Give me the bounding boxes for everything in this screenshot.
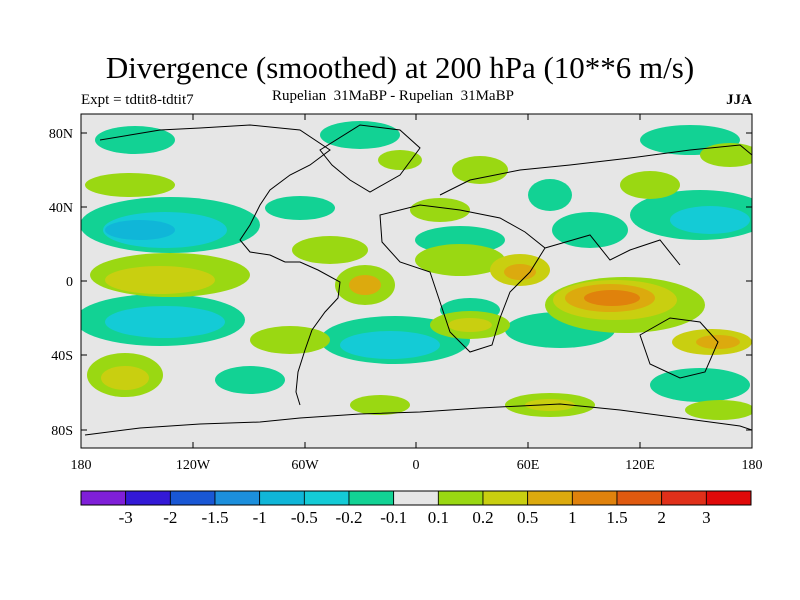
pos-area (101, 366, 149, 390)
pos-area (504, 264, 536, 280)
pos-area (448, 318, 492, 332)
lat-label-equator: 0 (66, 275, 73, 290)
pos-area (452, 156, 508, 184)
pos-area (415, 244, 505, 276)
neg-area (265, 196, 335, 220)
antarctica-outline (84, 403, 752, 436)
colorbar-box (125, 490, 171, 506)
colorbar-box (661, 490, 707, 506)
pos-area (410, 198, 470, 222)
pos-area (105, 266, 215, 294)
plot-title: Divergence (smoothed) at 200 hPa (10**6 … (105, 50, 695, 85)
lon-label-0: 0 (413, 458, 420, 473)
pos-area (378, 150, 422, 170)
north-america-outline (99, 124, 331, 263)
lat-label-80s: 80S (51, 424, 73, 439)
colorbar-label: -0.1 (380, 508, 407, 527)
negative-divergence-areas (81, 121, 752, 402)
colorbar-box (393, 490, 439, 506)
colorbar (80, 490, 752, 506)
neg-area (105, 220, 175, 240)
greenland-outline (319, 124, 421, 193)
neg-area (95, 126, 175, 154)
colorbar-label: -3 (119, 508, 133, 527)
neg-area (650, 368, 750, 402)
lon-label-120w: 120W (176, 458, 211, 473)
south-asia-outline (544, 234, 681, 266)
pos-area (700, 143, 752, 167)
colorbar-box (527, 490, 573, 506)
pos-area (292, 236, 368, 264)
colorbar-label: 3 (702, 508, 711, 527)
pos-area (85, 173, 175, 197)
neg-area (215, 366, 285, 394)
pos-area (250, 326, 330, 354)
colorbar-box (169, 490, 216, 506)
colorbar-box (259, 490, 305, 506)
colorbar-box (437, 490, 484, 506)
colorbar-label: 0.5 (517, 508, 538, 527)
lon-label-60e: 60E (517, 458, 540, 473)
pos-area (685, 400, 752, 420)
neg-area (552, 212, 628, 248)
pos-area (350, 395, 410, 415)
colorbar-box (616, 490, 663, 506)
lat-label-40s: 40S (51, 349, 73, 364)
colorbar-box (303, 490, 350, 506)
colorbar-box (705, 490, 752, 506)
colorbar-box (348, 490, 395, 506)
lat-label-40n: 40N (49, 201, 73, 216)
neg-area (105, 306, 225, 338)
experiment-label: Expt = tdtit8-tdtit7 (81, 92, 194, 108)
positive-divergence-areas (85, 143, 752, 420)
colorbar-box (80, 490, 127, 506)
colorbar-label: -0.5 (291, 508, 318, 527)
colorbar-label: 0.1 (428, 508, 449, 527)
lon-label-60w: 60W (291, 458, 319, 473)
lon-label-180w: 180 (71, 458, 92, 473)
colorbar-labels: -3 -2 -1.5 -1 -0.5 -0.2 -0.1 0.1 0.2 0.5 1 1.5 2 3 (119, 508, 711, 527)
colorbar-label: -1 (253, 508, 267, 527)
colorbar-label: 2 (657, 508, 666, 527)
colorbar-label: -0.2 (336, 508, 363, 527)
pos-area (349, 275, 381, 295)
divergence-field (81, 121, 752, 436)
colorbar-frame (80, 490, 752, 506)
eurasia-outline (439, 144, 752, 196)
colorbar-box (214, 490, 261, 506)
neg-area (340, 331, 440, 359)
lon-ticks (192, 114, 641, 448)
continent-outlines (84, 124, 752, 436)
season-label: JJA (726, 92, 752, 108)
africa-outline (379, 204, 546, 353)
pos-area (620, 171, 680, 199)
neg-area (528, 179, 572, 211)
colorbar-box (571, 490, 618, 506)
lon-label-180e: 180 (742, 458, 763, 473)
lat-label-80n: 80N (49, 127, 73, 142)
colorbar-box (482, 490, 529, 506)
colorbar-label: 0.2 (472, 508, 493, 527)
colorbar-label: -1.5 (202, 508, 229, 527)
period-label: Rupelian 31MaBP - Rupelian 31MaBP (272, 88, 514, 104)
pos-area (584, 290, 640, 306)
south-america-outline (285, 261, 341, 406)
lon-label-120e: 120E (625, 458, 655, 473)
lat-ticks (81, 132, 752, 431)
australia-outline (639, 317, 719, 379)
colorbar-label: -2 (163, 508, 177, 527)
colorbar-label: 1.5 (606, 508, 627, 527)
neg-area (670, 206, 750, 234)
colorbar-label: 1 (568, 508, 577, 527)
